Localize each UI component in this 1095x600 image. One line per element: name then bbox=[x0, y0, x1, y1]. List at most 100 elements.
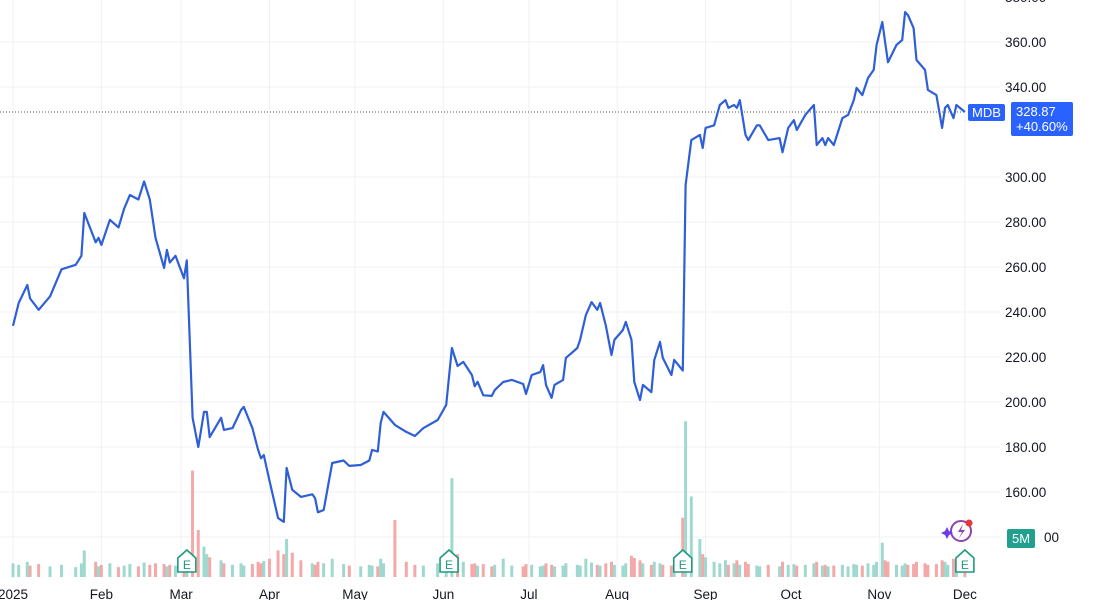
x-tick-label: Dec bbox=[953, 587, 977, 600]
volume-bar bbox=[11, 563, 15, 577]
volume-bar bbox=[196, 529, 200, 577]
volume-bar bbox=[584, 558, 588, 577]
volume-bar bbox=[718, 563, 722, 577]
volume-bar bbox=[313, 564, 317, 577]
change-percent: +40.60% bbox=[1016, 119, 1068, 134]
y-axis: 380.00 360.00 340.00 300.00 280.00 260.00 240.… bbox=[1005, 0, 1059, 545]
x-tick-label: May bbox=[342, 587, 368, 600]
volume-bar bbox=[493, 564, 497, 577]
volume-bar bbox=[191, 470, 195, 577]
volume-bar bbox=[322, 563, 326, 577]
volume-bar bbox=[820, 565, 824, 577]
volume-bar bbox=[698, 539, 702, 577]
volume-bar bbox=[852, 564, 856, 577]
volume-bar bbox=[370, 565, 374, 577]
volume-bar bbox=[48, 566, 52, 577]
volume-bar bbox=[413, 564, 417, 577]
earnings-label: E bbox=[183, 558, 191, 572]
volume-bar bbox=[239, 563, 243, 577]
volume-bar bbox=[612, 564, 616, 577]
volume-bar bbox=[481, 564, 485, 577]
volume-bar bbox=[276, 550, 280, 577]
volume-bar bbox=[168, 564, 172, 577]
volume-bar bbox=[595, 564, 599, 577]
volume-bar bbox=[629, 555, 633, 577]
volume-bar bbox=[544, 563, 548, 577]
volume-bar bbox=[74, 567, 78, 577]
last-price: 328.87 bbox=[1016, 104, 1056, 119]
volume-bar bbox=[259, 563, 263, 577]
volume-bar bbox=[538, 566, 542, 577]
volume-bar bbox=[347, 565, 351, 577]
volume-bar bbox=[886, 561, 890, 577]
volume-bar bbox=[875, 561, 879, 577]
volume-bar bbox=[564, 563, 568, 577]
volume-bar bbox=[638, 560, 642, 577]
volume-bar bbox=[219, 560, 223, 577]
volume-bar bbox=[310, 563, 314, 577]
ai-assistant-icon[interactable] bbox=[941, 519, 973, 542]
volume-bar bbox=[59, 564, 63, 577]
volume-bar bbox=[624, 563, 628, 577]
volume-bar bbox=[550, 564, 554, 577]
volume-bar bbox=[148, 564, 152, 577]
volume-bar bbox=[99, 564, 103, 577]
y-tick-label: 00 bbox=[1044, 530, 1059, 545]
earnings-marker[interactable]: E bbox=[955, 548, 975, 573]
volume-bar bbox=[632, 558, 636, 577]
volume-bar bbox=[906, 564, 910, 577]
earnings-marker[interactable]: E bbox=[439, 548, 459, 573]
volume-bar bbox=[732, 563, 736, 577]
volume-bar bbox=[943, 561, 947, 577]
volume-bar bbox=[290, 552, 294, 577]
volume-bar bbox=[934, 564, 938, 577]
volume-bar bbox=[116, 567, 120, 577]
volume-bars bbox=[11, 421, 967, 577]
volume-bar bbox=[812, 563, 816, 577]
volume-bar bbox=[108, 563, 112, 577]
x-tick-label: Aug bbox=[605, 587, 629, 600]
volume-bar bbox=[404, 561, 408, 577]
volume-bar bbox=[815, 561, 819, 577]
volume-bar bbox=[766, 564, 770, 577]
volume-bar bbox=[792, 564, 796, 577]
volume-bar bbox=[436, 563, 440, 577]
volume-bar bbox=[855, 564, 859, 577]
volume-bar bbox=[470, 564, 474, 577]
volume-bar bbox=[382, 563, 385, 577]
y-tick-label: 260.00 bbox=[1005, 260, 1046, 275]
volume-bar bbox=[826, 566, 830, 577]
volume-bar bbox=[476, 565, 480, 577]
earnings-marker[interactable]: E bbox=[672, 548, 693, 573]
volume-bar bbox=[735, 560, 739, 577]
volume-bar bbox=[658, 563, 662, 577]
volume-bar bbox=[652, 561, 656, 577]
volume-bar bbox=[285, 539, 289, 577]
volume-bar bbox=[524, 564, 528, 577]
volume-bar bbox=[553, 566, 556, 577]
volume-bar bbox=[142, 562, 146, 577]
volume-bar bbox=[173, 565, 177, 577]
earnings-label: E bbox=[679, 558, 687, 572]
volume-bar bbox=[128, 564, 132, 577]
volume-bar bbox=[575, 564, 579, 577]
volume-bar bbox=[755, 565, 759, 577]
volume-bar bbox=[205, 554, 209, 577]
volume-bar bbox=[28, 565, 32, 577]
volume-bar bbox=[946, 564, 950, 577]
volume-bar bbox=[661, 564, 665, 577]
y-tick-label: 280.00 bbox=[1005, 215, 1046, 230]
x-tick-label: Feb bbox=[90, 587, 113, 600]
earnings-marker[interactable]: E bbox=[177, 548, 197, 573]
volume-bar bbox=[823, 564, 827, 577]
volume-bar bbox=[900, 565, 904, 577]
y-tick-label: 160.00 bbox=[1005, 485, 1046, 500]
volume-bar bbox=[604, 563, 608, 577]
y-tick-label: 200.00 bbox=[1005, 395, 1046, 410]
volume-bar bbox=[610, 561, 613, 577]
y-tick-label: 380.00 bbox=[1005, 0, 1046, 5]
volume-bar bbox=[778, 566, 782, 577]
volume-bar bbox=[541, 565, 545, 577]
volume-bar bbox=[914, 561, 918, 577]
